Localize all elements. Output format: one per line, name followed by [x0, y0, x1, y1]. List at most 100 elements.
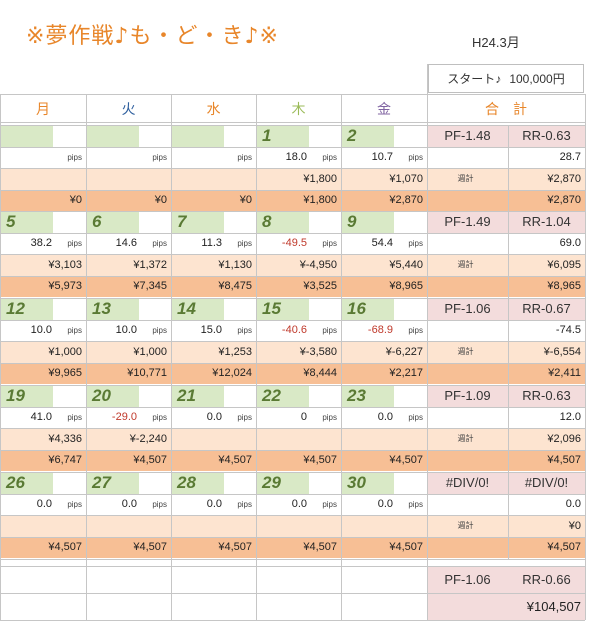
pips-unit: pips [237, 152, 252, 162]
day-balance: ¥4,507 [256, 536, 341, 558]
pips-unit: pips [322, 412, 337, 422]
day-profit [86, 168, 171, 190]
week-rr: RR-0.63 [508, 385, 585, 407]
day-balance: ¥4,507 [341, 536, 427, 558]
day-number-blank [139, 472, 171, 494]
day-number: 7 [171, 211, 224, 233]
day-profit: ¥1,000 [86, 341, 171, 363]
day-number: 9 [341, 211, 395, 233]
day-profit: ¥1,130 [171, 254, 256, 276]
day-profit: ¥-4,950 [256, 254, 341, 276]
day-balance: ¥10,771 [86, 362, 171, 384]
column-header-1: 火 [121, 102, 136, 118]
day-number-blank [309, 385, 341, 407]
grid-line [0, 566, 585, 567]
day-balance: ¥4,507 [256, 449, 341, 471]
start-label: スタート♪ [447, 72, 502, 86]
day-balance: ¥6,747 [0, 449, 86, 471]
day-number: 8 [256, 211, 309, 233]
day-profit [0, 168, 86, 190]
day-balance: ¥0 [171, 189, 256, 211]
week-rr: #DIV/0! [508, 472, 585, 494]
day-pips: 0.0 [377, 411, 393, 424]
weekly-label: 週計 [427, 341, 508, 363]
week-pf: PF-1.06 [427, 298, 508, 320]
day-balance: ¥2,870 [341, 189, 427, 211]
pips-unit: pips [67, 325, 82, 335]
day-number-blank [53, 298, 86, 320]
day-balance: ¥8,444 [256, 362, 341, 384]
week-pips: 28.7 [559, 151, 581, 164]
pips-unit: pips [322, 152, 337, 162]
grid-line [0, 146, 585, 148]
grid-line [0, 125, 585, 126]
day-number-blank [139, 125, 171, 147]
day-profit: ¥5,440 [341, 254, 427, 276]
grid-line [0, 94, 585, 95]
grid-line [0, 472, 585, 473]
day-profit: ¥1,253 [171, 341, 256, 363]
day-pips: -40.6 [281, 324, 307, 337]
grid-line [0, 298, 585, 299]
grid-line [508, 125, 509, 559]
column-header-0: 月 [36, 102, 50, 118]
grid-line [0, 189, 585, 191]
day-pips [171, 147, 226, 169]
grid-line [0, 385, 585, 386]
column-header-5: 合 計 [485, 102, 527, 118]
day-profit [171, 428, 256, 450]
pips-unit: pips [408, 499, 423, 509]
week-balance: ¥8,965 [427, 275, 585, 297]
day-balance: ¥0 [0, 189, 86, 211]
grid-line [0, 319, 585, 321]
pips-unit: pips [67, 152, 82, 162]
day-profit [86, 515, 171, 537]
pips-unit: pips [408, 325, 423, 335]
pips-unit: pips [408, 238, 423, 248]
grid-line [427, 64, 428, 94]
week-pips: 69.0 [559, 237, 581, 250]
day-number-blank [224, 211, 256, 233]
day-profit [341, 515, 427, 537]
day-number: 5 [0, 211, 54, 233]
day-balance: ¥4,507 [86, 536, 171, 558]
week-balance: ¥2,870 [427, 189, 585, 211]
day-profit: ¥3,103 [0, 254, 86, 276]
grid-line [0, 362, 585, 364]
day-number-blank [224, 472, 256, 494]
grid-line [0, 559, 585, 560]
day-balance: ¥4,507 [341, 449, 427, 471]
day-profit: ¥1,070 [341, 168, 427, 190]
day-number-blank [53, 385, 86, 407]
day-balance: ¥8,965 [341, 275, 427, 297]
column-header-3: 木 [291, 102, 306, 118]
day-profit: ¥-6,227 [341, 341, 427, 363]
week-profit: ¥2,870 [508, 168, 585, 190]
grid-line [0, 122, 585, 123]
weekly-label: 週計 [427, 254, 508, 276]
grid-line [0, 94, 1, 620]
pips-unit: pips [67, 412, 82, 422]
day-pips: 41.0 [30, 411, 52, 424]
day-profit [171, 168, 256, 190]
day-number: 20 [86, 385, 139, 407]
day-balance: ¥8,475 [171, 275, 256, 297]
day-number-blank [139, 385, 171, 407]
day-pips: 0.0 [291, 498, 307, 511]
day-pips: 10.7 [371, 151, 393, 164]
period-label: H24.3月 [472, 35, 520, 50]
week-profit: ¥2,096 [508, 428, 585, 450]
day-number: 27 [86, 472, 139, 494]
week-pips: -74.5 [555, 324, 581, 337]
day-profit [341, 428, 427, 450]
day-number-blank [309, 125, 341, 147]
day-balance: ¥0 [86, 189, 171, 211]
pips-unit: pips [152, 238, 167, 248]
week-balance: ¥4,507 [427, 536, 585, 558]
week-rr: RR-1.04 [508, 211, 585, 233]
day-profit: ¥1,372 [86, 254, 171, 276]
day-number-blank [394, 125, 427, 147]
weekly-label: 週計 [427, 515, 508, 537]
pips-unit: pips [322, 499, 337, 509]
day-pips: 10.0 [30, 324, 52, 337]
